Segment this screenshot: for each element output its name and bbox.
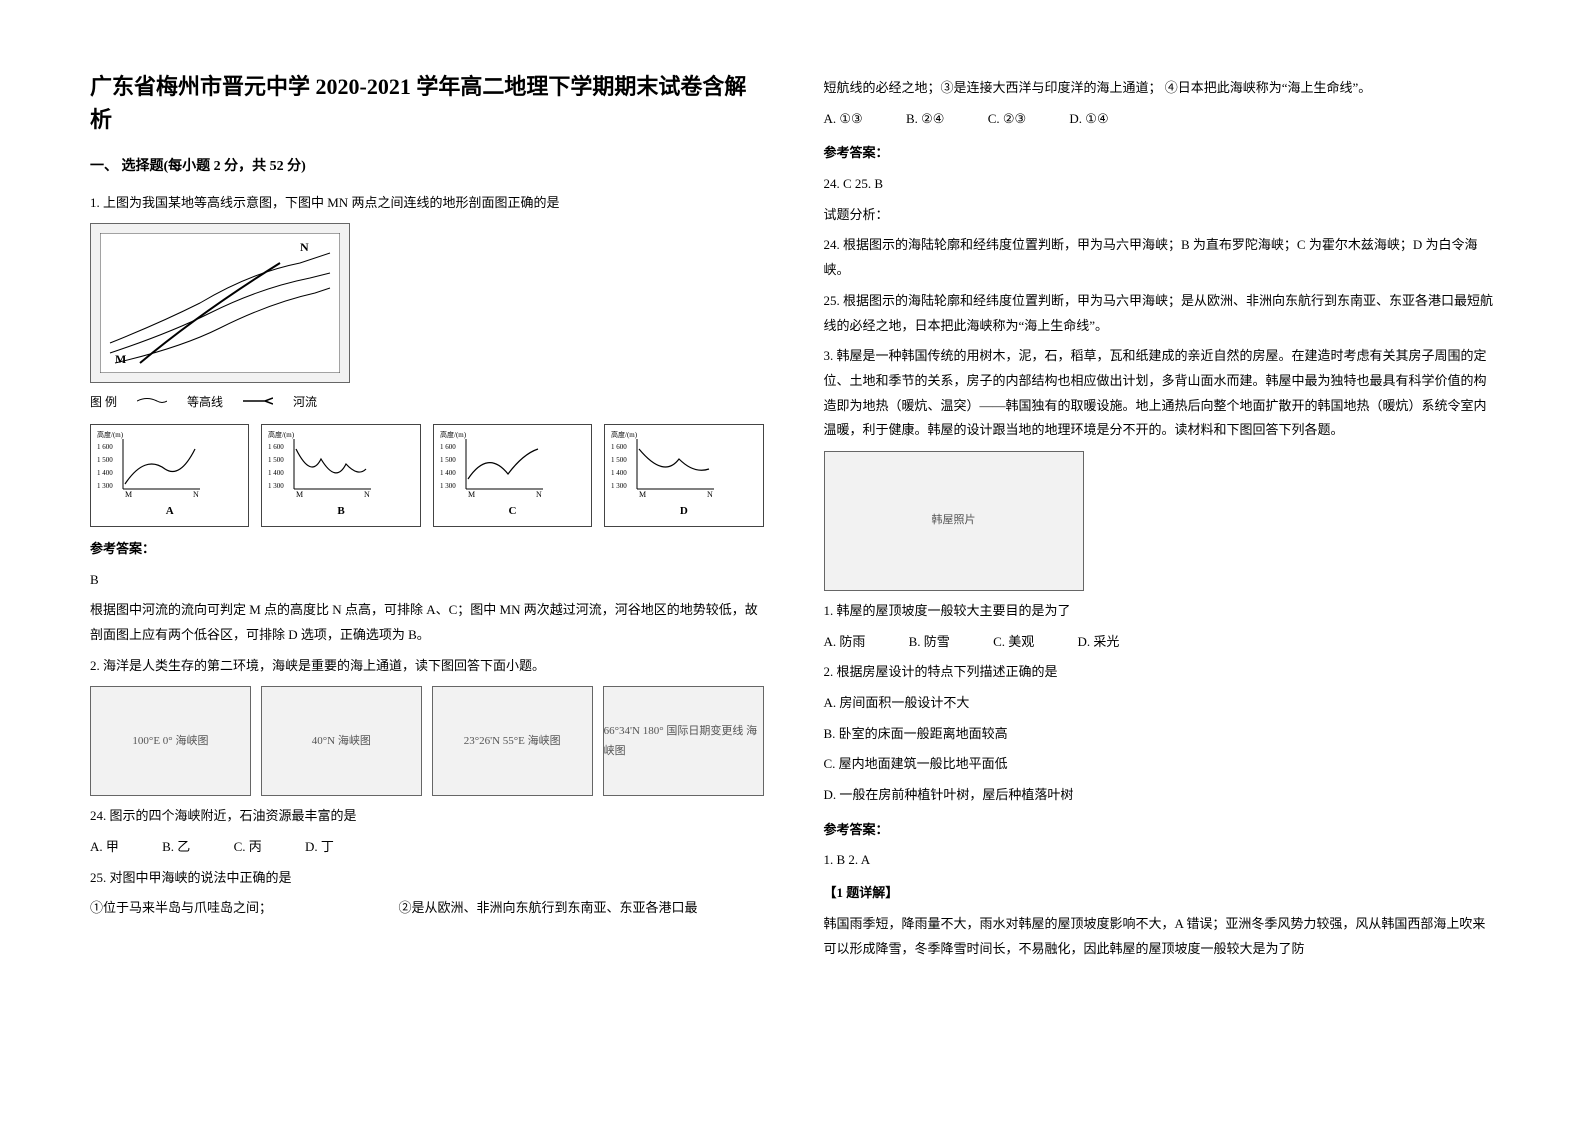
q3-s1-A: A. 防雨 (824, 630, 866, 655)
opt-24-B: B. 乙 (162, 835, 190, 860)
svg-text:M: M (115, 352, 126, 366)
right-column: 短航线的必经之地；③是连接大西洋与印度洋的海上通道； ④日本把此海峡称为“海上生… (824, 70, 1498, 967)
q3-stem: 3. 韩屋是一种韩国传统的用树木，泥，石，稻草，瓦和纸建成的亲近自然的房屋。在建… (824, 344, 1498, 443)
svg-text:N: N (193, 490, 199, 499)
svg-text:1 600: 1 600 (97, 443, 113, 451)
svg-text:1 400: 1 400 (268, 469, 284, 477)
chart-D: 高度/(m) 1 600 1 500 1 400 1 300 M N D (604, 424, 763, 527)
svg-text:高度/(m): 高度/(m) (97, 430, 124, 439)
opt-25-C: C. ②③ (988, 107, 1026, 132)
legend-contour-icon (137, 391, 167, 414)
svg-text:N: N (364, 490, 370, 499)
q2-map-1: 100°E 0° 海峡图 (90, 686, 251, 796)
q2-stem: 2. 海洋是人类生存的第二环境，海峡是重要的海上通道，读下图回答下面小题。 (90, 654, 764, 679)
opt-24-C: C. 丙 (234, 835, 262, 860)
contour-svg: M N (100, 233, 340, 373)
legend-river: 河流 (293, 391, 317, 414)
q3-s1-opts: A. 防雨 B. 防雪 C. 美观 D. 采光 (824, 630, 1498, 655)
q1-profile-charts: 高度/(m) 1 600 1 500 1 400 1 300 M N A 高度/… (90, 424, 764, 527)
svg-text:N: N (536, 490, 542, 499)
q2-anal-head: 试题分析： (824, 203, 1498, 228)
q2-25-clause2: ②是从欧洲、非洲向东航行到东南亚、东亚各港口最 (399, 900, 698, 915)
svg-text:高度/(m): 高度/(m) (268, 430, 295, 439)
q2-anal-25: 25. 根据图示的海陆轮廓和经纬度位置判断，甲为马六甲海峡；是从欧洲、非洲向东航… (824, 289, 1498, 338)
left-column: 广东省梅州市晋元中学 2020-2021 学年高二地理下学期期末试卷含解析 一、… (90, 70, 764, 967)
q2-maps-row: 100°E 0° 海峡图 40°N 海峡图 23°26'N 55°E 海峡图 6… (90, 686, 764, 796)
svg-text:1 500: 1 500 (268, 456, 284, 464)
q2-map-4: 66°34'N 180° 国际日期变更线 海峡图 (603, 686, 764, 796)
q3-s2-B: B. 卧室的床面一般距离地面较高 (824, 722, 1498, 747)
q3-s2-C: C. 屋内地面建筑一般比地平面低 (824, 752, 1498, 777)
opt-25-B: B. ②④ (906, 107, 944, 132)
q2-cont-line3: 短航线的必经之地；③是连接大西洋与印度洋的海上通道； ④日本把此海峡称为“海上生… (824, 76, 1498, 101)
svg-text:1 400: 1 400 (97, 469, 113, 477)
svg-text:1 300: 1 300 (268, 482, 284, 490)
chart-C: 高度/(m) 1 600 1 500 1 400 1 300 M N C (433, 424, 592, 527)
svg-text:1 600: 1 600 (611, 443, 627, 451)
q3-s1-C: C. 美观 (993, 630, 1034, 655)
svg-text:M: M (125, 490, 132, 499)
q2-sub25-line1: ①位于马来半岛与爪哇岛之间； ②是从欧洲、非洲向东航行到东南亚、东亚各港口最 (90, 896, 764, 921)
opt-24-D: D. 丁 (305, 835, 334, 860)
q3-hanok-photo: 韩屋照片 (824, 451, 1084, 591)
chart-A: 高度/(m) 1 600 1 500 1 400 1 300 M N A (90, 424, 249, 527)
svg-text:1 300: 1 300 (97, 482, 113, 490)
q3-det-head: 【1 题详解】 (824, 881, 1498, 906)
svg-text:1 300: 1 300 (440, 482, 456, 490)
q3-refans-label: 参考答案： (824, 818, 1498, 843)
q2-answers: 24. C 25. B (824, 172, 1498, 197)
q3-s1-D: D. 采光 (1077, 630, 1119, 655)
q1-stem: 1. 上图为我国某地等高线示意图，下图中 MN 两点之间连线的地形剖面图正确的是 (90, 191, 764, 216)
chart-B: 高度/(m) 1 600 1 500 1 400 1 300 M N B (261, 424, 420, 527)
q3-s1-stem: 1. 韩屋的屋顶坡度一般较大主要目的是为了 (824, 599, 1498, 624)
svg-text:1 600: 1 600 (440, 443, 456, 451)
q2-25-clause1: ①位于马来半岛与爪哇岛之间； (90, 900, 272, 915)
opt-24-A: A. 甲 (90, 835, 119, 860)
svg-text:1 400: 1 400 (611, 469, 627, 477)
svg-text:M: M (639, 490, 646, 499)
q3-s1-B: B. 防雪 (909, 630, 950, 655)
q2-sub24-stem: 24. 图示的四个海峡附近，石油资源最丰富的是 (90, 804, 764, 829)
chart-C-label: C (438, 501, 587, 522)
chart-B-label: B (266, 501, 415, 522)
q2-sub25-opts: A. ①③ B. ②④ C. ②③ D. ①④ (824, 107, 1498, 132)
exam-title: 广东省梅州市晋元中学 2020-2021 学年高二地理下学期期末试卷含解析 (90, 70, 764, 136)
svg-text:1 500: 1 500 (97, 456, 113, 464)
legend-contour: 等高线 (187, 391, 223, 414)
q2-sub24-opts: A. 甲 B. 乙 C. 丙 D. 丁 (90, 835, 764, 860)
q1-refans-label: 参考答案： (90, 537, 764, 562)
opt-25-A: A. ①③ (824, 107, 863, 132)
q3-s2-D: D. 一般在房前种植针叶树，屋后种植落叶树 (824, 783, 1498, 808)
q1-legend: 图 例 等高线 河流 (90, 391, 764, 414)
opt-25-D: D. ①④ (1069, 107, 1108, 132)
svg-text:1 500: 1 500 (440, 456, 456, 464)
q1-explain: 根据图中河流的流向可判定 M 点的高度比 N 点高，可排除 A、C；图中 MN … (90, 598, 764, 647)
q3-answers: 1. B 2. A (824, 848, 1498, 873)
section-1-head: 一、 选择题(每小题 2 分，共 52 分) (90, 154, 764, 181)
q1-answer: B (90, 568, 764, 593)
svg-text:N: N (707, 490, 713, 499)
svg-text:N: N (300, 240, 309, 254)
svg-text:1 500: 1 500 (611, 456, 627, 464)
q3-s2-stem: 2. 根据房屋设计的特点下列描述正确的是 (824, 660, 1498, 685)
q3-s2-A: A. 房间面积一般设计不大 (824, 691, 1498, 716)
svg-text:M: M (296, 490, 303, 499)
legend-label: 图 例 (90, 391, 117, 414)
chart-D-label: D (609, 501, 758, 522)
q2-map-2: 40°N 海峡图 (261, 686, 422, 796)
svg-text:1 300: 1 300 (611, 482, 627, 490)
svg-text:M: M (468, 490, 475, 499)
q3-det-text: 韩国雨季短，降雨量不大，雨水对韩屋的屋顶坡度影响不大，A 错误；亚洲冬季风势力较… (824, 912, 1498, 961)
svg-text:高度/(m): 高度/(m) (440, 430, 467, 439)
q2-anal-24: 24. 根据图示的海陆轮廓和经纬度位置判断，甲为马六甲海峡；B 为直布罗陀海峡；… (824, 233, 1498, 282)
svg-text:高度/(m): 高度/(m) (611, 430, 638, 439)
q1-contour-map: M N (90, 223, 350, 383)
svg-text:1 400: 1 400 (440, 469, 456, 477)
svg-text:1 600: 1 600 (268, 443, 284, 451)
q2-sub25-stem: 25. 对图中甲海峡的说法中正确的是 (90, 866, 764, 891)
chart-A-label: A (95, 501, 244, 522)
legend-river-icon (243, 391, 273, 414)
q2-refans-label: 参考答案： (824, 141, 1498, 166)
q2-map-3: 23°26'N 55°E 海峡图 (432, 686, 593, 796)
